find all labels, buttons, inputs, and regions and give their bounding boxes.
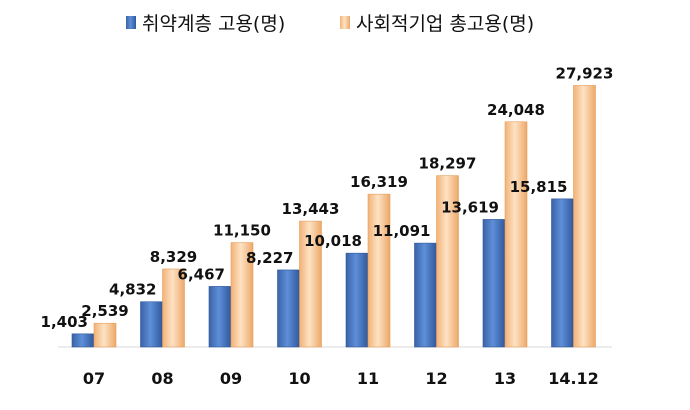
legend: 취약계층 고용(명) 사회적기업 총고용(명) xyxy=(126,13,534,35)
bar-series-2-09 xyxy=(230,242,254,348)
bar-series-2-11 xyxy=(367,193,391,348)
bar-series-1-09 xyxy=(208,286,232,348)
value-label-series-1-08: 4,832 xyxy=(109,281,156,299)
bar-series-1-11 xyxy=(345,252,369,348)
category-label-09: 09 xyxy=(220,369,242,388)
bars-group xyxy=(71,85,596,348)
category-label-10: 10 xyxy=(288,369,310,388)
bar-series-2-13 xyxy=(504,121,528,348)
value-label-series-1-07: 1,403 xyxy=(41,313,88,331)
legend-swatch-series-1 xyxy=(126,16,136,29)
bar-series-1-07 xyxy=(71,333,95,348)
value-label-series-2-12: 18,297 xyxy=(419,155,477,173)
legend-swatch-series-2 xyxy=(340,16,350,29)
value-label-series-1-09: 6,467 xyxy=(178,265,225,283)
bar-series-2-12 xyxy=(436,175,459,348)
value-label-series-1-10: 8,227 xyxy=(246,249,293,267)
bar-series-1-14.12 xyxy=(551,198,574,348)
category-label-14.12: 14.12 xyxy=(548,369,599,388)
legend-label-series-2: 사회적기업 총고용(명) xyxy=(356,13,534,35)
legend-label-series-1: 취약계층 고용(명) xyxy=(142,13,285,35)
value-label-series-2-14.12: 27,923 xyxy=(556,64,614,82)
value-label-series-2-08: 8,329 xyxy=(150,248,197,266)
value-label-series-1-13: 13,619 xyxy=(441,198,499,216)
value-label-series-1-14.12: 15,815 xyxy=(510,178,568,196)
bar-series-2-08 xyxy=(162,268,185,348)
category-labels-group: 07 08 09 10 11 12 13 14.12 xyxy=(83,369,599,388)
bar-series-1-10 xyxy=(277,269,300,348)
bar-series-1-13 xyxy=(482,219,506,348)
bar-series-2-14.12 xyxy=(573,85,596,348)
value-label-series-2-13: 24,048 xyxy=(487,101,545,119)
value-label-series-2-10: 13,443 xyxy=(282,200,340,218)
value-label-series-2-07: 2,539 xyxy=(81,302,128,320)
bar-series-2-10 xyxy=(299,220,322,348)
category-label-08: 08 xyxy=(151,369,173,388)
category-label-11: 11 xyxy=(357,369,379,388)
bar-series-1-12 xyxy=(414,242,437,348)
value-label-series-1-12: 11,091 xyxy=(373,222,431,240)
category-label-12: 12 xyxy=(425,369,447,388)
category-label-07: 07 xyxy=(83,369,105,388)
bar-series-1-08 xyxy=(140,301,163,348)
bar-series-2-07 xyxy=(93,322,117,348)
category-label-13: 13 xyxy=(494,369,516,388)
value-label-series-1-11: 10,018 xyxy=(304,232,362,250)
value-label-series-2-09: 11,150 xyxy=(213,222,271,240)
value-label-series-2-11: 16,319 xyxy=(350,173,408,191)
